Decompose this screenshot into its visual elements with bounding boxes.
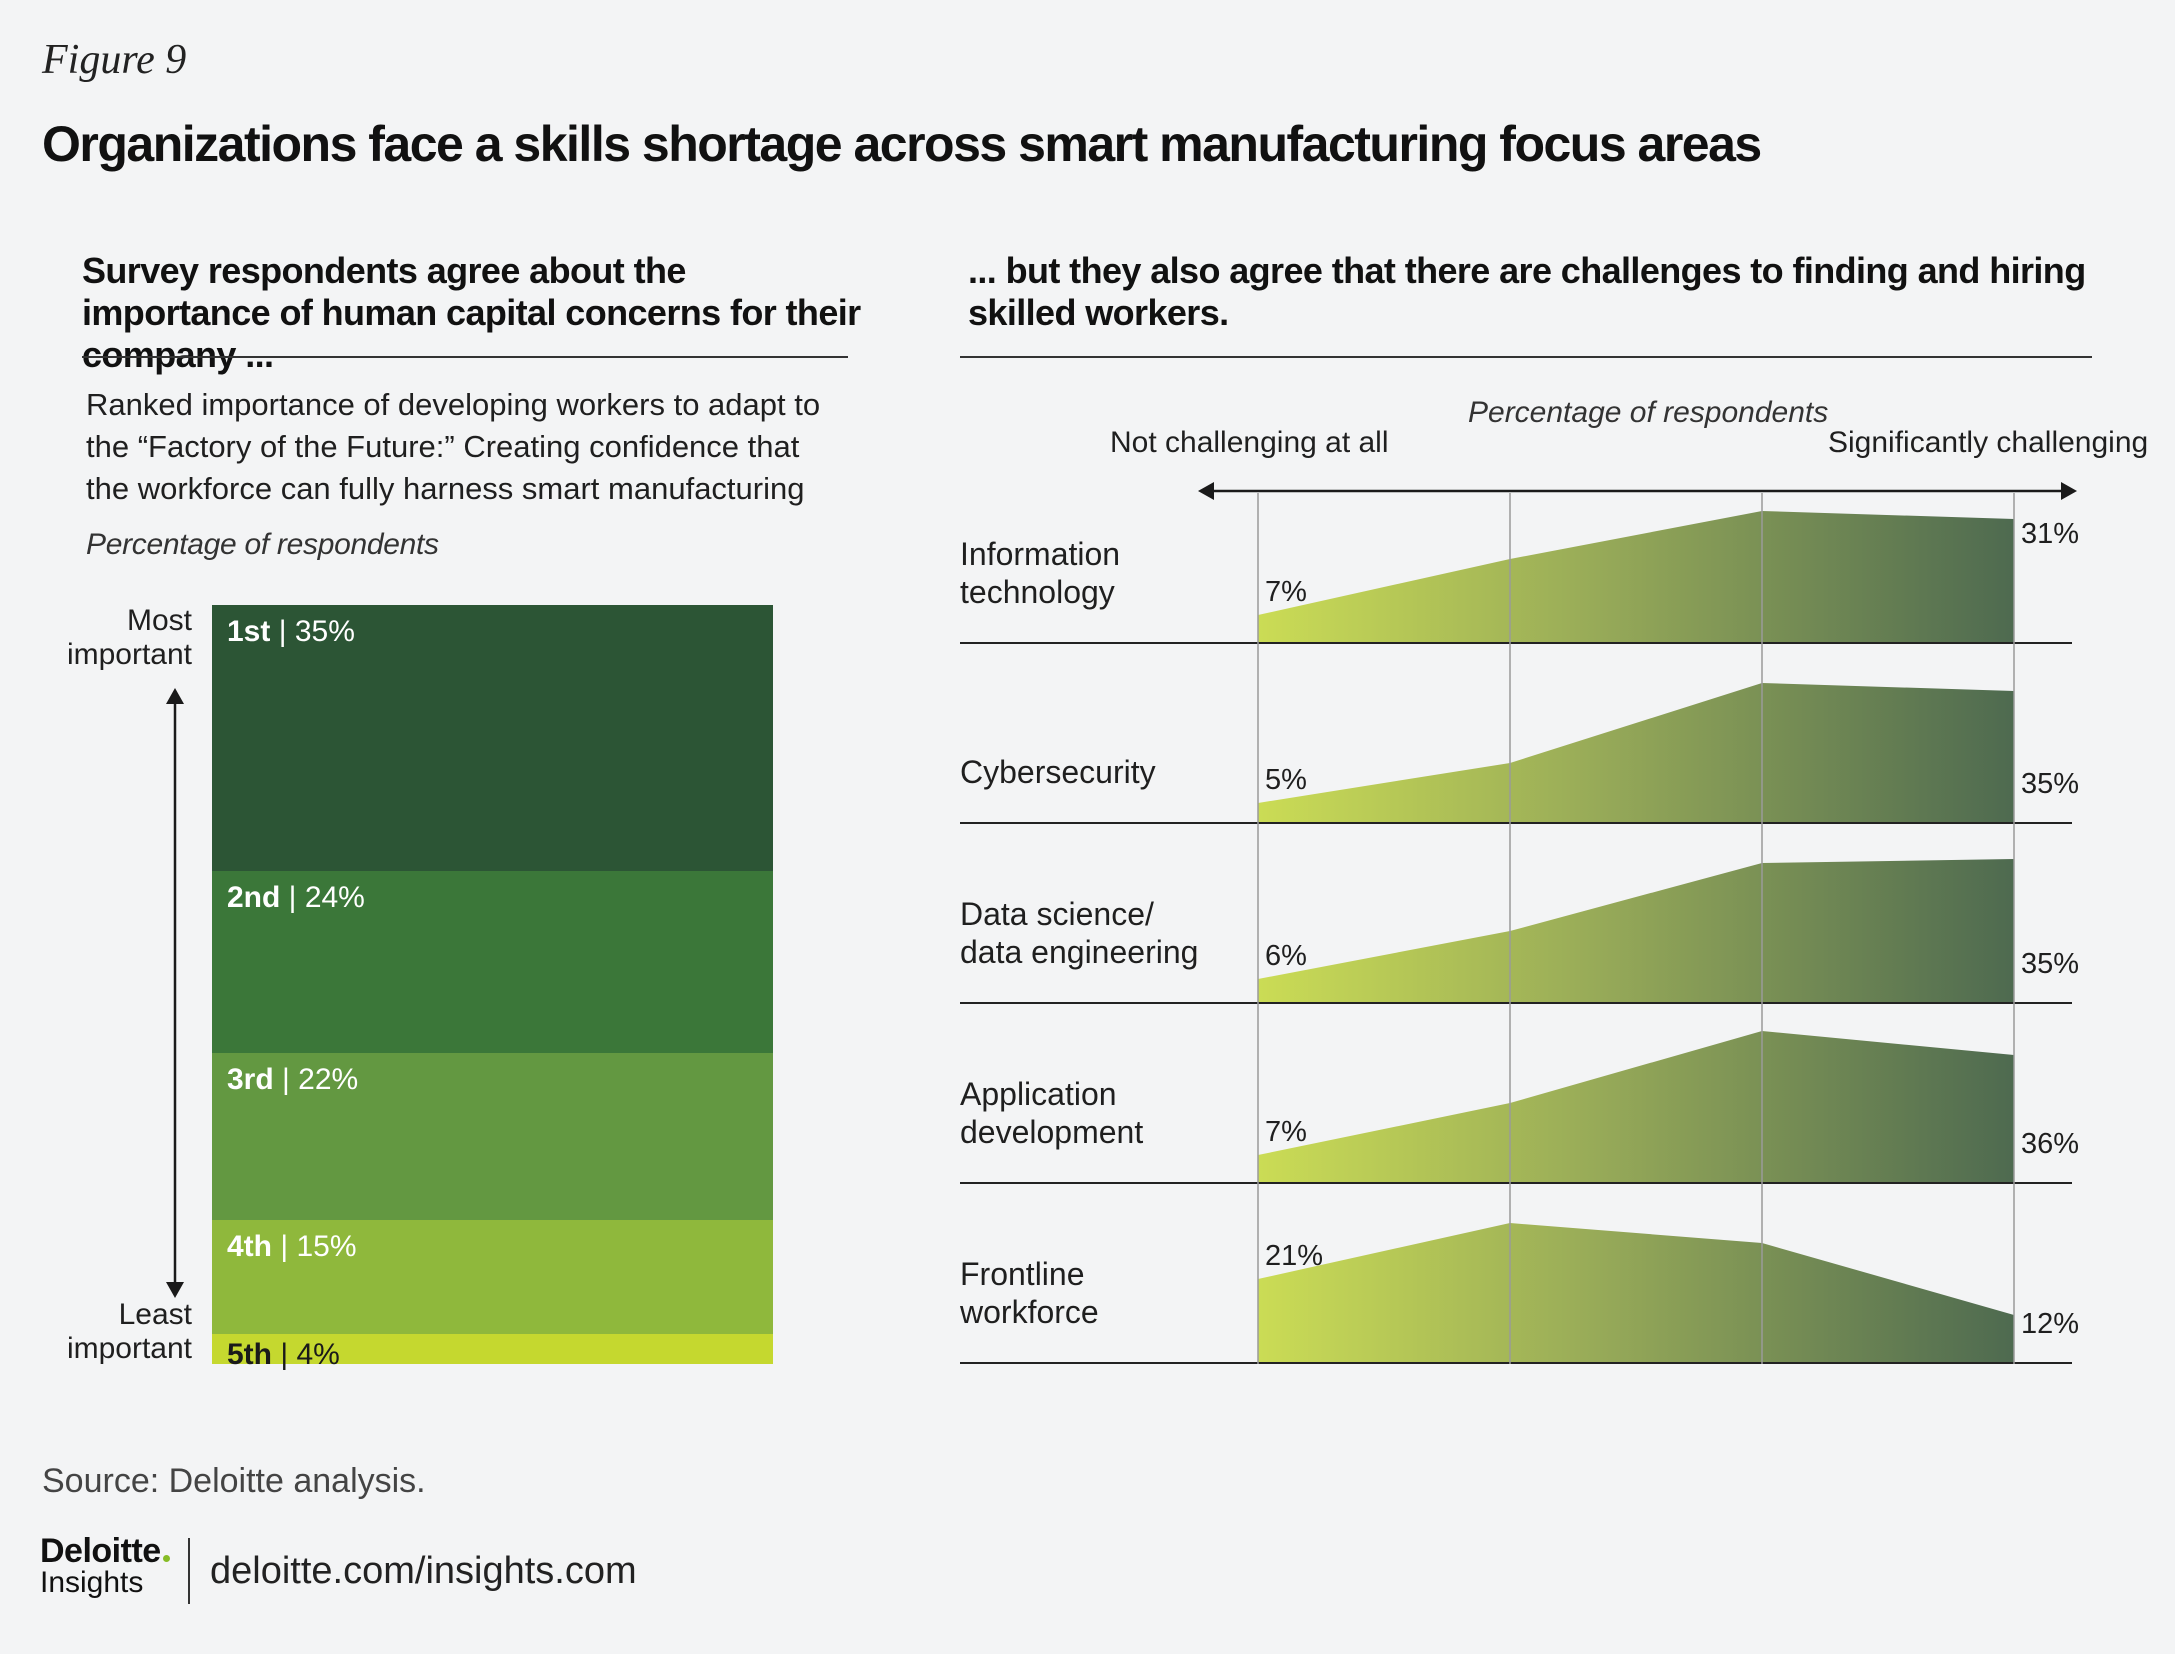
- source-note: Source: Deloitte analysis.: [42, 1462, 426, 1500]
- deloitte-logo[interactable]: Deloitte Insights: [40, 1534, 170, 1598]
- rank-bar-1: 1st | 35%: [212, 605, 773, 872]
- row-label-line: Data science/: [960, 896, 1154, 932]
- rank-name: 2nd: [227, 880, 281, 914]
- first-value-label: 5%: [1265, 764, 1307, 796]
- left-measure-label: Percentage of respondents: [86, 528, 439, 561]
- not-challenging-label: Not challenging at all: [1110, 426, 1389, 459]
- logo-name: Deloitte: [40, 1532, 161, 1570]
- chart-title: Organizations face a skills shortage acr…: [42, 116, 1762, 172]
- last-value-label: 35%: [2021, 948, 2079, 980]
- rank-label-3: 3rd | 22%: [227, 1063, 358, 1097]
- rank-name: 5th: [227, 1337, 272, 1371]
- area-2: [1258, 683, 2014, 823]
- arrow-left-head: [1198, 482, 1214, 500]
- row-label-line: data engineering: [960, 934, 1199, 970]
- rank-label-2: 2nd | 24%: [227, 881, 365, 915]
- rank-bar-5: 5th | 4%: [212, 1333, 773, 1371]
- right-panel-divider: [960, 356, 2092, 358]
- rank-separator: |: [280, 880, 305, 914]
- rank-separator: |: [273, 1062, 299, 1096]
- rank-bar-2: 2nd | 24%: [212, 870, 773, 1054]
- row-label-line: technology: [960, 574, 1115, 610]
- row-label-1: Information technology: [960, 535, 1120, 611]
- area-3: [1258, 859, 2014, 1003]
- rank-value: 22%: [298, 1062, 359, 1096]
- figure-label: Figure 9: [42, 37, 187, 83]
- last-value-label: 12%: [2021, 1308, 2079, 1340]
- row-label-line: Information: [960, 536, 1121, 572]
- significantly-challenging-label: Significantly challenging: [1828, 426, 2149, 459]
- rank-value: 35%: [294, 615, 355, 648]
- rank-label-4: 4th | 15%: [227, 1230, 357, 1264]
- first-value-label: 21%: [1265, 1240, 1323, 1272]
- rank-label-1: 1st | 35%: [227, 615, 355, 649]
- row-label-line: Frontline: [960, 1256, 1085, 1292]
- row-label-line: development: [960, 1114, 1144, 1150]
- footer-url-link[interactable]: deloitte.com/insights.com: [210, 1550, 637, 1592]
- row-label-line: workforce: [960, 1294, 1099, 1330]
- rank-separator: |: [270, 615, 295, 648]
- row-label-5: Frontline workforce: [960, 1255, 1099, 1331]
- rank-bar-3: 3rd | 22%: [212, 1052, 773, 1221]
- rank-value: 24%: [304, 880, 365, 914]
- rank-name: 3rd: [227, 1062, 274, 1096]
- rank-value: 4%: [296, 1337, 340, 1371]
- footer-divider: [188, 1538, 190, 1604]
- last-value-label: 35%: [2021, 768, 2079, 800]
- most-important-label: Most important: [66, 604, 192, 671]
- importance-arrow: [166, 688, 184, 1298]
- logo-dot-icon: [162, 1555, 170, 1562]
- rank-bar-4: 4th | 15%: [212, 1219, 773, 1335]
- last-value-label: 36%: [2021, 1128, 2079, 1160]
- logo-sub: Insights: [40, 1566, 144, 1599]
- area-5: [1258, 1223, 2014, 1363]
- arrow-right-head: [2061, 482, 2077, 500]
- row-label-line: Cybersecurity: [960, 754, 1156, 790]
- row-label-4: Application development: [960, 1075, 1143, 1151]
- rank-separator: |: [272, 1337, 297, 1371]
- rank-name: 4th: [227, 1229, 272, 1263]
- rank-label-5: 5th | 4%: [227, 1338, 340, 1372]
- first-value-label: 6%: [1265, 940, 1307, 972]
- last-value-label: 31%: [2021, 518, 2079, 550]
- rank-separator: |: [272, 1229, 297, 1263]
- right-measure-label: Percentage of respondents: [1468, 396, 1829, 429]
- left-panel-divider: [82, 356, 848, 358]
- right-panel-subhead: ... but they also agree that there are c…: [968, 250, 2086, 333]
- row-label-2: Cybersecurity: [960, 753, 1156, 791]
- first-value-label: 7%: [1265, 1116, 1307, 1148]
- left-panel-description: Ranked importance of developing workers …: [86, 387, 821, 506]
- rank-name: 1st: [227, 615, 271, 648]
- first-value-label: 7%: [1265, 576, 1307, 608]
- left-panel-subhead: Survey respondents agree about the impor…: [82, 250, 861, 375]
- row-label-3: Data science/data engineering: [960, 895, 1198, 971]
- row-label-line: Application: [960, 1076, 1117, 1112]
- area-4: [1258, 1031, 2014, 1183]
- least-important-label: Least important: [66, 1298, 192, 1365]
- rank-value: 15%: [296, 1229, 357, 1263]
- area-1: [1258, 511, 2014, 643]
